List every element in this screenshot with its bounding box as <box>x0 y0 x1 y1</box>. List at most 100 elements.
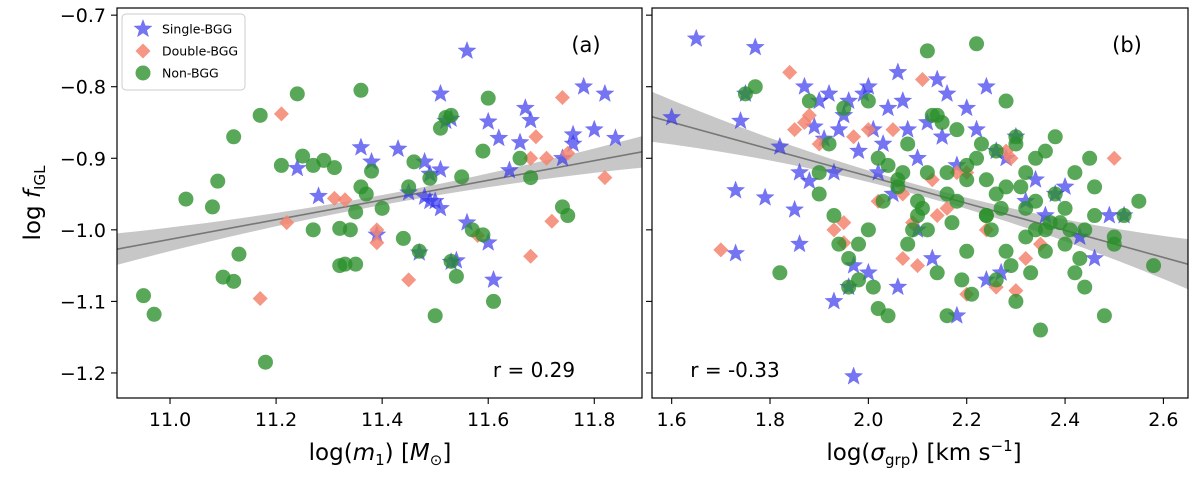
x-tick-label: 2.2 <box>952 409 982 431</box>
data-point-circle <box>1037 243 1053 259</box>
data-point-circle <box>949 193 965 209</box>
data-point-star <box>873 133 893 153</box>
data-point-circle <box>826 208 842 224</box>
panel-a-x-axis: 11.0 11.2 11.4 11.6 11.8 <box>149 398 615 431</box>
data-point-star <box>595 83 615 103</box>
data-point-circle <box>512 150 528 166</box>
data-point-circle <box>890 172 906 188</box>
data-point-circle <box>273 157 289 173</box>
panel-b-label: (b) <box>1112 33 1142 57</box>
data-point-diamond <box>273 106 289 122</box>
panel-b-x-axis: 1.6 1.8 2.0 2.2 2.4 2.6 <box>657 398 1179 431</box>
data-point-circle <box>870 301 886 317</box>
panel-b-x-label: log(σgrp) [km s−1] <box>826 437 1021 469</box>
data-point-diamond <box>1003 150 1019 166</box>
data-point-circle <box>821 136 837 152</box>
data-point-circle <box>973 136 989 152</box>
data-point-star <box>573 76 594 95</box>
data-point-star <box>1055 176 1075 196</box>
data-point-star <box>388 138 408 158</box>
legend-label: Double-BGG <box>162 44 238 59</box>
x-tick-label: 11.8 <box>573 409 615 431</box>
data-point-star <box>843 366 864 385</box>
data-point-circle <box>978 208 994 224</box>
x-tick-label: 2.6 <box>1148 409 1178 431</box>
data-point-circle <box>944 215 960 231</box>
data-point-star <box>515 97 536 117</box>
data-point-diamond <box>860 122 876 138</box>
data-point-circle <box>348 256 364 272</box>
y-tick-label: −1.2 <box>60 363 106 385</box>
data-point-circle <box>983 222 999 238</box>
data-point-circle <box>914 200 930 216</box>
data-point-diamond <box>1018 250 1034 266</box>
data-point-circle <box>332 258 348 274</box>
data-point-star <box>287 158 308 177</box>
data-point-star <box>829 119 849 138</box>
data-point-circle <box>959 157 975 173</box>
data-point-diamond <box>528 129 544 145</box>
data-point-circle <box>1077 279 1093 295</box>
data-point-diamond <box>523 150 539 166</box>
data-point-star <box>893 90 913 110</box>
legend-label: Non-BGG <box>162 66 219 81</box>
data-point-diamond <box>713 242 729 258</box>
data-point-star <box>897 119 918 138</box>
data-point-diamond <box>1008 283 1024 299</box>
data-point-diamond <box>554 89 570 105</box>
data-point-circle <box>210 173 226 189</box>
data-point-star <box>794 76 815 95</box>
data-point-circle <box>348 204 364 220</box>
data-point-circle <box>178 191 194 207</box>
panel-b: 1.6 1.8 2.0 2.2 2.4 2.6 (b) r = -0.33 log(σgr… <box>646 7 1189 469</box>
data-point-diamond <box>914 72 930 88</box>
data-point-circle <box>939 165 955 181</box>
data-point-circle <box>959 172 975 188</box>
data-point-circle <box>411 243 427 259</box>
data-point-circle <box>226 273 242 289</box>
x-tick-label: 11.2 <box>255 409 297 431</box>
x-tick-label: 11.4 <box>361 409 403 431</box>
data-point-circle <box>401 179 417 195</box>
data-point-circle <box>1003 258 1019 274</box>
data-point-star <box>584 119 604 138</box>
data-point-circle <box>801 93 817 109</box>
x-tick-label: 1.8 <box>755 409 785 431</box>
data-point-circle <box>448 268 464 284</box>
panel-a-points <box>136 40 626 370</box>
data-point-diamond <box>326 190 342 206</box>
data-point-circle <box>1082 150 1098 166</box>
data-point-diamond <box>801 107 817 123</box>
data-point-star <box>605 128 626 147</box>
data-point-star <box>430 83 451 103</box>
data-point-circle <box>475 227 491 243</box>
data-point-star <box>858 76 879 95</box>
data-point-circle <box>443 107 459 123</box>
data-point-circle <box>998 179 1014 195</box>
data-point-circle <box>422 170 438 186</box>
data-point-star <box>824 162 844 181</box>
legend-marker-star <box>133 18 153 38</box>
data-point-star <box>819 83 839 103</box>
data-point-circle <box>939 308 955 324</box>
data-point-diamond <box>544 213 560 229</box>
data-point-circle <box>919 43 935 59</box>
x-tick-label: 11.6 <box>467 409 509 431</box>
data-point-circle <box>358 186 374 202</box>
data-point-star <box>888 62 908 81</box>
y-tick-label: −1.1 <box>60 291 106 313</box>
data-point-diamond <box>910 258 926 274</box>
data-point-circle <box>988 143 1004 159</box>
data-point-diamond <box>337 192 353 208</box>
data-point-diamond <box>846 129 862 145</box>
data-point-circle <box>316 152 332 168</box>
legend: Single-BGG Double-BGG Non-BGG <box>121 13 246 91</box>
y-tick-label: −0.7 <box>60 5 106 27</box>
data-point-circle <box>1077 222 1093 238</box>
data-point-circle <box>998 243 1014 259</box>
data-point-circle <box>523 170 539 186</box>
panel-a-label: (a) <box>571 33 600 57</box>
data-point-circle <box>772 265 788 281</box>
data-point-star <box>1084 248 1105 267</box>
